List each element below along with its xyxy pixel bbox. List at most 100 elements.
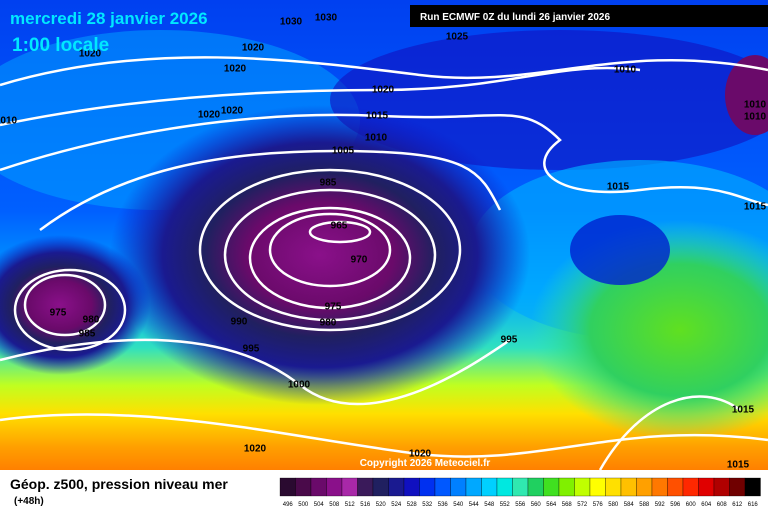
isobar-label: 1020: [198, 110, 221, 121]
isobar-label: 1015: [727, 460, 750, 471]
colorbar-label: 516: [360, 502, 371, 508]
isobar-label: 975: [325, 302, 342, 313]
colorbar-label: 552: [500, 502, 511, 508]
colorbar-label: 600: [686, 502, 697, 508]
colorbar-label: 520: [376, 502, 387, 508]
date: mercredi 28 janvier 2026: [10, 9, 208, 28]
isobar-label: 1015: [366, 111, 389, 122]
colorbar-label: 608: [717, 502, 728, 508]
isobar-label: 985: [79, 329, 96, 340]
colorbar-cell: [527, 477, 544, 497]
colorbar-label: 588: [639, 502, 650, 508]
colorbar-cell: [341, 477, 358, 497]
colorbar-cell: [512, 477, 529, 497]
colorbar-cell: [729, 477, 746, 497]
colorbar-label: 580: [608, 502, 619, 508]
isobar-label: 980: [83, 315, 100, 326]
isobar-label: 1020: [409, 449, 432, 460]
run: Run ECMWF 0Z du lundi 26 janvier 2026: [420, 12, 610, 23]
isobar-label: 1005: [332, 146, 355, 157]
isobar-label: 965: [331, 221, 348, 232]
map: [0, 0, 768, 471]
colorbar-cell: [419, 477, 436, 497]
isobar-label: 1015: [744, 202, 767, 213]
colorbar-cell: [744, 477, 761, 497]
colorbar-label: 556: [515, 502, 526, 508]
colorbar-cell: [357, 477, 374, 497]
isobar-label: 1010: [0, 116, 18, 127]
colorbar-cell: [388, 477, 405, 497]
isobar-label: 975: [50, 308, 67, 319]
colorbar-label: 504: [314, 502, 325, 508]
colorbar-label: 500: [298, 502, 309, 508]
time: 1:00 locale: [12, 35, 109, 56]
colorbar-label: 612: [732, 502, 743, 508]
colorbar-label: 512: [345, 502, 356, 508]
colorbar-cell: [589, 477, 606, 497]
colorbar-cell: [667, 477, 684, 497]
colorbar-cell: [403, 477, 420, 497]
isobar-label: 980: [320, 318, 337, 329]
colorbar-label: 560: [531, 502, 542, 508]
isobar-label: 1015: [732, 405, 755, 416]
isobar-label: 1020: [242, 43, 265, 54]
isobar-label: 970: [351, 255, 368, 266]
colorbar-cell: [713, 477, 730, 497]
footer-title: Géop. z500, pression niveau mer: [10, 476, 228, 492]
isobar-label: 1010: [744, 112, 767, 123]
colorbar-label: 528: [407, 502, 418, 508]
colorbar-label: 536: [438, 502, 449, 508]
colorbar-cell: [310, 477, 327, 497]
colorbar-cell: [620, 477, 637, 497]
colorbar-cell: [543, 477, 560, 497]
colorbar-cell: [434, 477, 451, 497]
isobar-label: 990: [231, 317, 248, 328]
isobar-label: 1020: [221, 106, 244, 117]
colorbar-label: 576: [593, 502, 604, 508]
colorbar-cell: [295, 477, 312, 497]
colorbar-label: 596: [670, 502, 681, 508]
isobar-label: 1030: [280, 17, 303, 28]
isobar-label: 1020: [224, 64, 247, 75]
colorbar-label: 584: [624, 502, 635, 508]
isobar-label: 1020: [372, 85, 395, 96]
colorbar-cell: [558, 477, 575, 497]
colorbar-cell: [651, 477, 668, 497]
isobar-label: 1015: [607, 182, 630, 193]
colorbar-cell: [465, 477, 482, 497]
colorbar-label: 532: [422, 502, 433, 508]
colorbar-cell: [279, 477, 296, 497]
colorbar-label: 564: [546, 502, 557, 508]
colorbar-label: 572: [577, 502, 588, 508]
copyright: Copyright 2026 Meteociel.fr: [360, 458, 491, 469]
colorbar-cell: [450, 477, 467, 497]
colorbar-cell: [496, 477, 513, 497]
colorbar-cell: [372, 477, 389, 497]
lead: (+48h): [14, 496, 44, 507]
isobar-label: 985: [320, 178, 337, 189]
colorbar-cell: [574, 477, 591, 497]
colorbar-label: 616: [748, 502, 759, 508]
colorbar-label: 544: [469, 502, 480, 508]
colorbar-label: 540: [453, 502, 464, 508]
isobar-label: 1020: [79, 49, 102, 60]
isobar-label: 1010: [744, 100, 767, 111]
isobar-label: 1010: [614, 65, 637, 76]
colorbar-label: 604: [701, 502, 712, 508]
isobar-label: 1025: [446, 32, 469, 43]
colorbar-cell: [481, 477, 498, 497]
colorbar-label: 592: [655, 502, 666, 508]
isobar-label: 1010: [365, 133, 388, 144]
colorbar-label: 508: [329, 502, 340, 508]
isobar-label: 1000: [288, 380, 311, 391]
colorbar-cell: [682, 477, 699, 497]
colorbar-label: 496: [283, 502, 294, 508]
colorbar-label: 524: [391, 502, 402, 508]
isobar-label: 995: [243, 344, 260, 355]
colorbar-label: 568: [562, 502, 573, 508]
colorbar-label: 548: [484, 502, 495, 508]
colorbar-cell: [326, 477, 343, 497]
run-box: [410, 5, 768, 27]
isobar-label: 995: [501, 335, 518, 346]
